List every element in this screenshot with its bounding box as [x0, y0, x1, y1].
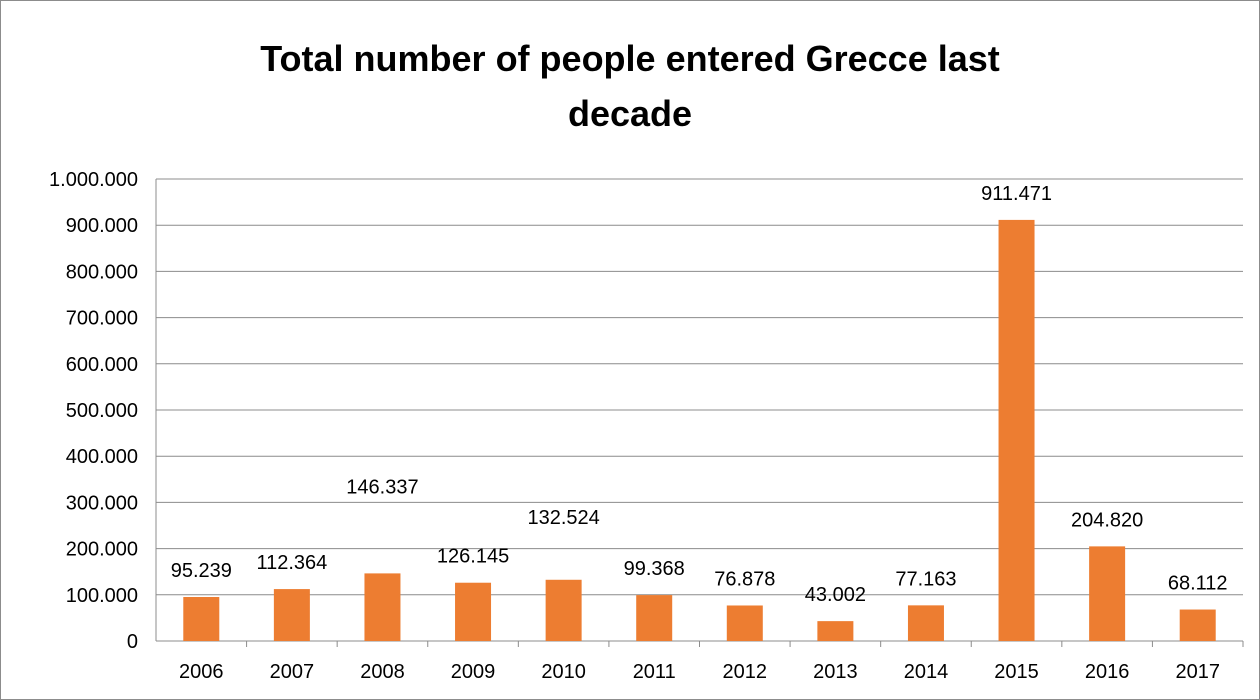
data-label: 68.112: [1168, 573, 1228, 595]
x-tick-label: 2012: [723, 661, 768, 683]
data-label: 43.002: [805, 584, 866, 606]
chart-title-line: Total number of people entered Grecce la…: [260, 38, 1000, 79]
x-tick-label: 2014: [904, 661, 949, 683]
data-label: 911.471: [981, 183, 1052, 205]
chart-title: Total number of people entered Grecce la…: [260, 38, 1000, 134]
bar-2013: [817, 621, 854, 641]
bar-2008: [364, 573, 401, 641]
bar-2011: [636, 595, 673, 641]
bar-2014: [907, 605, 944, 641]
y-tick-label: 800.000: [66, 261, 138, 283]
bars: [183, 219, 1216, 641]
y-tick-label: 0: [127, 631, 138, 653]
bar-2006: [183, 596, 220, 641]
x-tick-label: 2006: [179, 661, 224, 683]
x-tick-label: 2011: [633, 661, 676, 683]
y-tick-label: 100.000: [66, 585, 138, 607]
y-tick-label: 700.000: [66, 308, 138, 330]
data-labels: 95.239 112.364 146.337 126.145 132.524 99.368…: [171, 183, 1228, 606]
data-label: 77.163: [895, 568, 956, 590]
data-label: 146.337: [346, 476, 418, 498]
y-tick-label: 1.000.000: [49, 169, 138, 191]
data-label: 126.145: [437, 546, 509, 568]
bar-2016: [1089, 546, 1126, 641]
bar-2009: [455, 582, 492, 641]
y-tick-label: 400.000: [66, 446, 138, 468]
x-tick-label: 2008: [360, 661, 405, 683]
bar-2015: [998, 219, 1035, 641]
data-label: 76.878: [714, 568, 775, 590]
x-tick-label: 2010: [541, 661, 586, 683]
chart-title-line: decade: [568, 93, 692, 134]
y-tick-label: 500.000: [66, 400, 138, 422]
data-label: 112.364: [256, 552, 327, 574]
y-axis-ticks: 0 100.000 200.000 300.000 400.000 500.000 600.…: [49, 169, 138, 653]
y-tick-label: 900.000: [66, 215, 138, 237]
bar-2007: [273, 589, 310, 641]
data-label: 95.239: [171, 560, 232, 582]
bar-2017: [1179, 609, 1216, 641]
y-tick-label: 600.000: [66, 354, 138, 376]
y-tick-label: 300.000: [66, 492, 138, 514]
data-label: 99.368: [624, 558, 685, 580]
x-tick-label: 2016: [1085, 661, 1130, 683]
x-tick-label: 2015: [994, 661, 1039, 683]
bar-2010: [545, 579, 582, 641]
x-tick-label: 2009: [451, 661, 496, 683]
x-axis-ticks: 2006 2007 2008 2009 2010 2011 2012 2013 2014 2015…: [179, 641, 1244, 683]
data-label: 132.524: [527, 507, 599, 529]
bar-2012: [726, 605, 763, 641]
y-tick-label: 200.000: [66, 539, 138, 561]
x-tick-label: 2013: [813, 661, 858, 683]
x-tick-label: 2007: [270, 661, 315, 683]
grid-lines: [155, 178, 1243, 642]
data-label: 204.820: [1071, 509, 1143, 531]
x-tick-label: 2017: [1175, 661, 1220, 683]
